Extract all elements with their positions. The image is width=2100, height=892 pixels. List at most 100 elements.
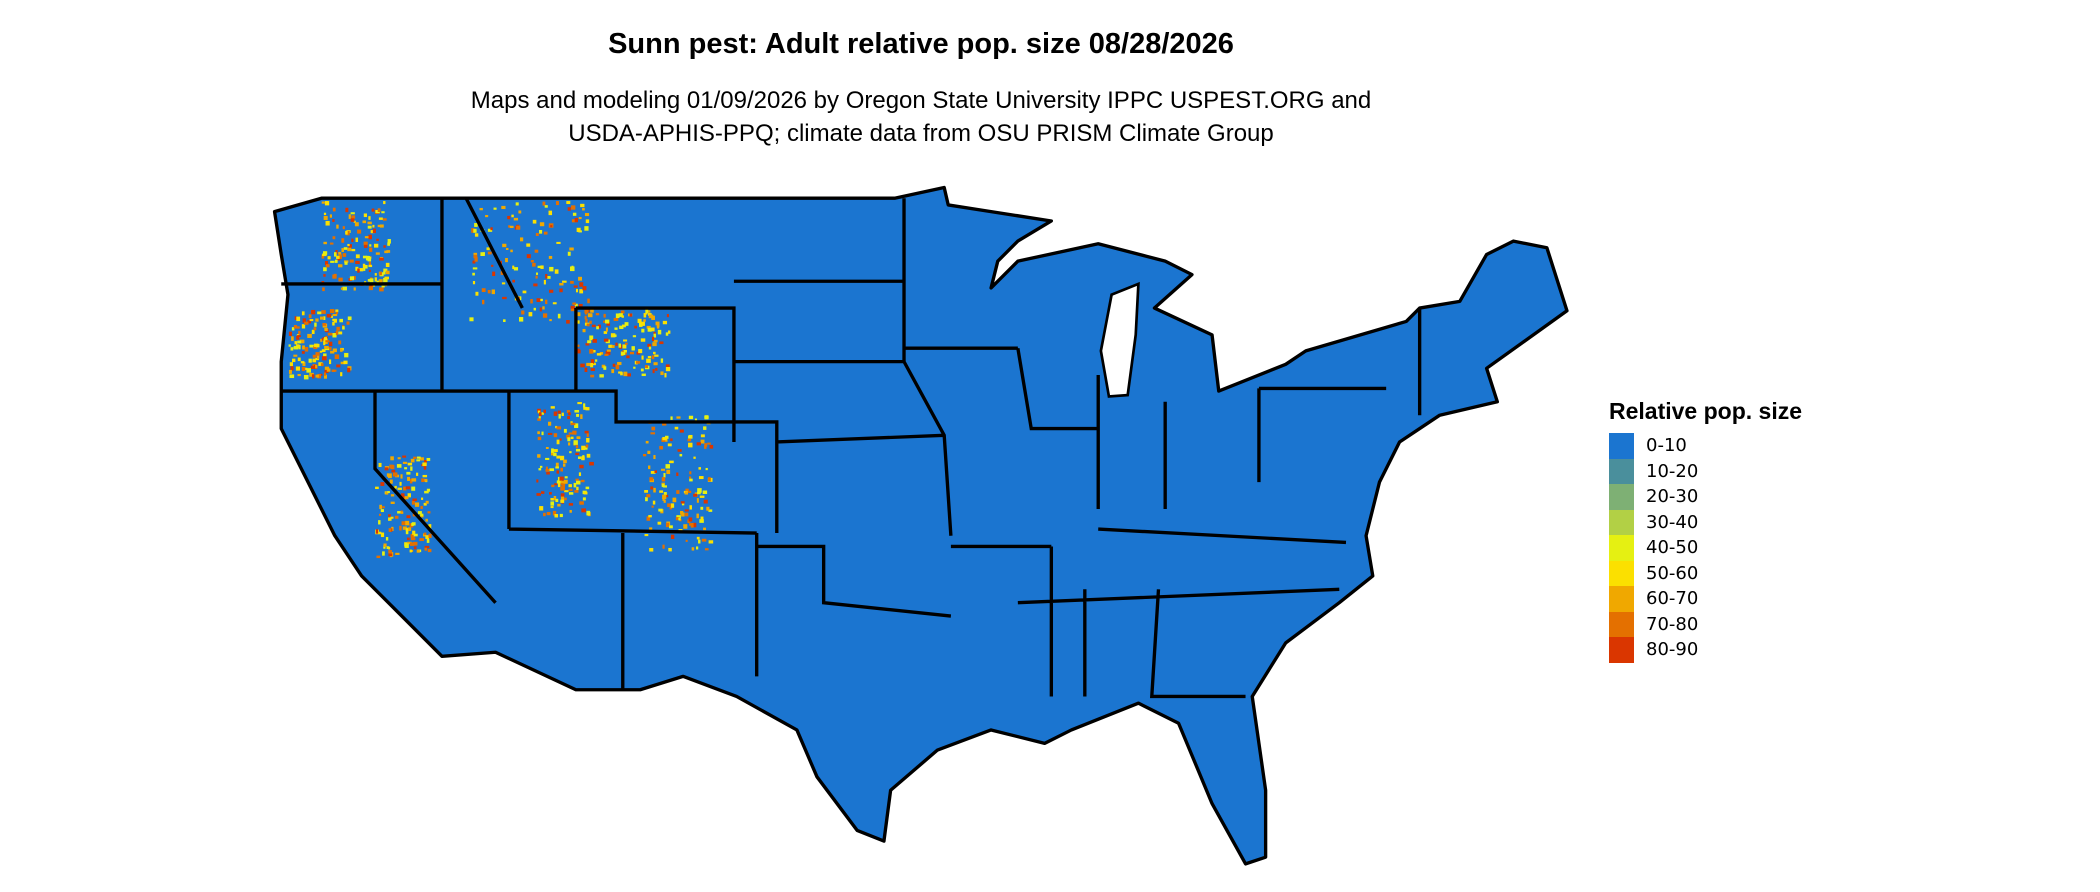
hotspot-cell (577, 349, 581, 354)
hotspot-cell (538, 416, 541, 420)
hotspot-cell (564, 476, 568, 479)
hotspot-cell (323, 267, 327, 272)
hotspot-cell (624, 342, 628, 345)
hotspot-cell (688, 415, 694, 420)
hotspot-cell (660, 371, 664, 376)
hotspot-cell (603, 338, 609, 342)
hotspot-cell (323, 212, 327, 216)
legend-label: 60-70 (1646, 588, 1699, 610)
hotspot-cell (406, 537, 410, 541)
hotspot-cell (704, 548, 709, 551)
hotspot-cell (576, 344, 580, 347)
hotspot-cell (522, 290, 527, 294)
hotspot-cell (679, 453, 683, 457)
legend-swatch (1609, 637, 1634, 663)
hotspot-cell (688, 517, 693, 522)
hotspot-cell (660, 358, 664, 363)
hotspot-cell (590, 368, 595, 372)
hotspot-cell (677, 449, 682, 452)
hotspot-cell (648, 514, 652, 518)
hotspot-cell (535, 272, 539, 275)
hotspot-cell (317, 373, 322, 379)
hotspot-cell (369, 244, 372, 247)
hotspot-cell (472, 272, 475, 276)
hotspot-cell (697, 491, 701, 495)
hotspot-cell (424, 459, 427, 464)
hotspot-cell (554, 513, 559, 518)
hotspot-cell (646, 494, 651, 498)
hotspot-cell (376, 238, 379, 241)
hotspot-cell (574, 423, 579, 428)
hotspot-cell (337, 258, 341, 261)
hotspot-cell (363, 244, 368, 248)
hotspot-cell (405, 486, 411, 490)
hotspot-cell (688, 435, 692, 439)
hotspot-cell (323, 241, 327, 245)
hotspot-cell (414, 502, 420, 507)
hotspot-cell (551, 448, 554, 453)
hotspot-cell (646, 358, 651, 363)
hotspot-cell (543, 231, 548, 235)
hotspot-cell (335, 311, 339, 315)
hotspot-cell (513, 217, 519, 221)
hotspot-cell (379, 257, 384, 261)
legend-item: 40-50 (1609, 535, 1802, 561)
hotspot-cell (651, 426, 656, 431)
hotspot-cell (474, 223, 478, 227)
hotspot-cell (678, 528, 683, 532)
hotspot-cell (647, 327, 652, 332)
hotspot-cell (676, 416, 681, 419)
hotspot-cell (394, 485, 397, 489)
hotspot-cell (390, 516, 394, 519)
hotspot-cell (560, 496, 565, 501)
hotspot-cell (566, 434, 571, 439)
hotspot-cell (306, 368, 311, 373)
hotspot-cell (665, 522, 670, 528)
hotspot-cell (388, 528, 392, 532)
hotspot-cell (549, 319, 552, 322)
hotspot-cell (653, 331, 656, 335)
hotspot-cell (703, 527, 707, 531)
hotspot-cell (611, 345, 615, 348)
hotspot-cell (570, 422, 576, 426)
hotspot-cell (647, 343, 652, 347)
hotspot-cell (383, 245, 386, 248)
hotspot-cell (577, 312, 581, 317)
hotspot-cell (581, 456, 585, 460)
hotspot-cell (608, 344, 613, 348)
hotspot-cell (322, 251, 328, 255)
hotspot-cell (545, 466, 548, 470)
hotspot-cell (696, 513, 699, 519)
hotspot-cell (409, 478, 413, 484)
hotspot-cell (559, 438, 562, 441)
hotspot-cell (576, 320, 580, 324)
hotspot-cell (291, 327, 295, 331)
hotspot-cell (575, 448, 581, 452)
hotspot-cell (342, 253, 347, 257)
hotspot-cell (368, 269, 371, 273)
hotspot-cell (333, 252, 337, 257)
hotspot-cell (575, 452, 580, 456)
hotspot-cell (332, 236, 336, 240)
legend-item: 60-70 (1609, 586, 1802, 612)
hotspot-cell (557, 410, 561, 414)
hotspot-cell (659, 341, 664, 345)
hotspot-cell (560, 486, 565, 491)
hotspot-cell (534, 249, 539, 253)
hotspot-cell (294, 316, 297, 320)
hotspot-cell (386, 546, 390, 550)
hotspot-cell (481, 288, 486, 293)
hotspot-cell (576, 413, 580, 417)
hotspot-cell (322, 322, 327, 326)
hotspot-cell (665, 464, 671, 469)
hotspot-cell (388, 473, 392, 479)
hotspot-cell (368, 234, 372, 240)
hotspot-cell (357, 268, 360, 273)
hotspot-cell (670, 438, 673, 442)
legend-item: 10-20 (1609, 458, 1802, 484)
hotspot-cell (645, 365, 649, 369)
hotspot-cell (385, 262, 390, 268)
hotspot-cell (297, 357, 301, 362)
hotspot-cell (536, 479, 539, 483)
hotspot-cell (654, 354, 659, 357)
